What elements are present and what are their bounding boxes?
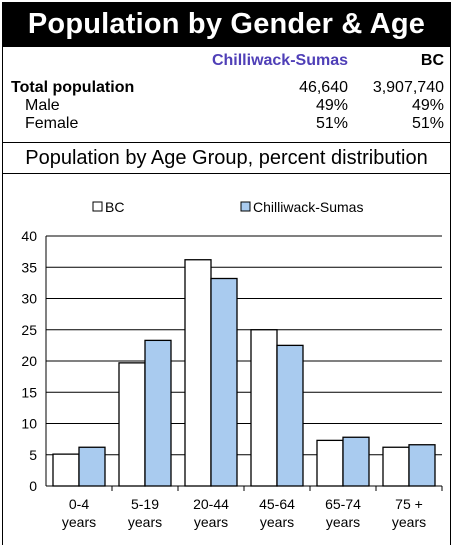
value-chilliwack: 51% — [315, 115, 348, 132]
legend-label: BC — [105, 199, 124, 215]
page-title: Population by Gender & Age — [2, 2, 451, 47]
stats-row-total: Total population 46,640 3,907,740 — [3, 79, 450, 97]
x-tick-label: years — [194, 514, 228, 530]
y-tick-label: 30 — [21, 291, 37, 307]
stats-row-female: Female 51% 51% — [3, 115, 450, 133]
bar-chilliwack — [144, 339, 172, 487]
y-tick-label: 40 — [21, 228, 37, 244]
value-chilliwack: 49% — [315, 97, 348, 114]
x-tick-label: years — [260, 514, 294, 530]
x-tick-label: 20-44 — [193, 496, 229, 512]
x-tick-label: years — [326, 514, 360, 530]
x-tick-label: 65-74 — [325, 496, 361, 512]
row-label: Male — [25, 97, 60, 114]
x-tick-label: years — [392, 514, 426, 530]
y-tick-label: 20 — [21, 353, 37, 369]
age-group-bar-chart: 0 5 10 15 20 25 30 35 40 0-4 years 5-19 years 20-44 ye… — [21, 199, 443, 530]
y-tick-label: 5 — [29, 447, 37, 463]
x-tick-label: years — [128, 514, 162, 530]
x-tick-label: 0-4 — [69, 496, 89, 512]
bar-chilliwack — [78, 446, 106, 487]
x-tick-label: 5-19 — [131, 496, 159, 512]
value-bc: 51% — [411, 115, 444, 132]
y-tick-label: 35 — [21, 259, 37, 275]
bar-chilliwack — [408, 444, 436, 487]
x-tick-label: 75 + — [395, 496, 423, 512]
legend-swatch — [240, 201, 251, 212]
bar-chilliwack — [210, 277, 238, 487]
bar-bc — [316, 439, 344, 487]
x-tick-label: years — [62, 514, 96, 530]
x-tick-label: 45-64 — [259, 496, 295, 512]
value-chilliwack: 46,640 — [299, 79, 348, 96]
bar-bc — [118, 362, 146, 487]
row-label: Female — [25, 115, 79, 132]
col-header-chilliwack: Chilliwack-Sumas — [211, 52, 348, 69]
legend-swatch — [92, 201, 103, 212]
y-tick-label: 25 — [21, 322, 37, 338]
y-tick-label: 0 — [29, 478, 37, 494]
value-bc: 3,907,740 — [372, 79, 444, 96]
col-header-bc: BC — [420, 52, 444, 69]
legend-label: Chilliwack-Sumas — [253, 199, 363, 215]
bar-chilliwack — [276, 344, 304, 487]
chart-subtitle: Population by Age Group, percent distrib… — [2, 142, 451, 174]
chart-area: 0 5 10 15 20 25 30 35 40 0-4 years 5-19 years 20-44 ye… — [2, 173, 451, 545]
bar-bc — [52, 453, 80, 487]
population-stats-table: Chilliwack-Sumas BC Total population 46,… — [2, 47, 451, 143]
y-tick-label: 10 — [21, 416, 37, 432]
bar-bc — [382, 446, 410, 487]
bar-chilliwack — [342, 436, 370, 487]
stats-row-male: Male 49% 49% — [3, 97, 450, 115]
y-tick-label: 15 — [21, 384, 37, 400]
stats-header-row: Chilliwack-Sumas BC — [3, 52, 450, 70]
bar-bc — [250, 329, 278, 487]
value-bc: 49% — [411, 97, 444, 114]
bar-bc — [184, 259, 212, 487]
row-label: Total population — [11, 79, 135, 96]
